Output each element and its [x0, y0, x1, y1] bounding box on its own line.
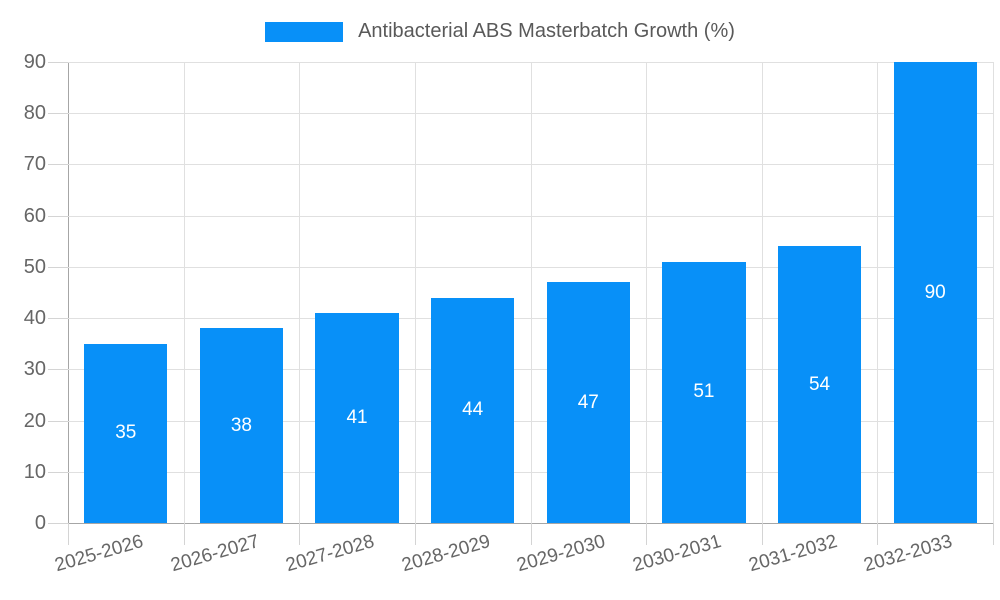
v-gridline: [299, 62, 301, 523]
bar-2031-2032[interactable]: 54: [777, 246, 862, 523]
y-tick-mark: [48, 215, 68, 217]
bar-value-label: 41: [346, 407, 368, 428]
x-tick-mark: [761, 523, 763, 545]
bar-2032-2033[interactable]: 90: [893, 62, 977, 523]
legend: Antibacterial ABS Masterbatch Growth (%): [0, 20, 1000, 43]
x-tick-label-2031-2032: 2031-2032: [746, 531, 840, 577]
y-axis-line: [68, 62, 69, 523]
v-gridline: [993, 62, 994, 523]
v-gridline: [761, 62, 763, 523]
x-tick-mark: [68, 523, 69, 545]
x-tick-mark: [877, 523, 879, 545]
y-tick-label: 90: [23, 51, 46, 73]
plot-area: 35 38 41 44 47 51 54 90: [68, 62, 994, 523]
x-tick-mark: [414, 523, 416, 545]
y-tick-mark: [48, 266, 68, 268]
y-tick-label: 80: [23, 102, 46, 125]
y-tick-label: 10: [23, 460, 46, 483]
x-tick-label-2029-2030: 2029-2030: [514, 531, 609, 577]
bar-value-label: 35: [115, 422, 137, 444]
bar-value-label: 54: [808, 373, 831, 395]
v-gridline: [530, 62, 532, 523]
x-tick-label-2027-2028: 2027-2028: [283, 531, 377, 577]
y-tick-mark: [48, 113, 68, 115]
legend-swatch-icon: [265, 21, 344, 42]
y-tick-label: 40: [23, 307, 46, 330]
y-tick-mark: [48, 62, 68, 63]
y-tick-mark: [48, 164, 68, 166]
y-tick-label: 60: [23, 204, 46, 227]
x-tick-label-2025-2026: 2025-2026: [52, 531, 146, 577]
bar-2028-2029[interactable]: 44: [431, 297, 515, 523]
bar-value-label: 51: [693, 381, 715, 403]
y-tick-label: 20: [23, 409, 46, 432]
y-tick-label: 70: [23, 153, 46, 176]
v-gridline: [646, 62, 648, 523]
y-tick-label: 50: [23, 255, 46, 278]
bar-2029-2030[interactable]: 47: [546, 282, 630, 523]
x-tick-mark: [183, 523, 185, 545]
y-tick-label: 0: [34, 512, 46, 534]
bar-2030-2031[interactable]: 51: [662, 261, 746, 523]
y-tick-mark: [48, 523, 68, 524]
x-tick-label-2030-2031: 2030-2031: [630, 531, 724, 577]
bar-2027-2028[interactable]: 41: [315, 313, 399, 523]
x-tick-label-2028-2029: 2028-2029: [399, 531, 493, 577]
v-gridline: [877, 62, 879, 523]
legend-label: Antibacterial ABS Masterbatch Growth (%): [358, 20, 735, 42]
x-tick-mark: [993, 523, 994, 545]
y-tick-mark: [48, 420, 68, 422]
bar-value-label: 38: [230, 414, 252, 436]
y-tick-label: 30: [23, 358, 46, 381]
y-tick-mark: [48, 471, 68, 473]
y-tick-mark: [48, 318, 68, 320]
x-tick-label-2026-2027: 2026-2027: [168, 531, 262, 577]
x-tick-label-2032-2033: 2032-2033: [861, 531, 955, 577]
v-gridline: [183, 62, 185, 523]
bar-value-label: 47: [577, 391, 599, 413]
bar-value-label: 44: [462, 399, 484, 421]
legend-item[interactable]: Antibacterial ABS Masterbatch Growth (%): [265, 20, 735, 43]
v-gridline: [414, 62, 416, 523]
x-tick-mark: [530, 523, 532, 545]
bar-2025-2026[interactable]: 35: [84, 343, 168, 523]
x-tick-mark: [299, 523, 301, 545]
x-tick-mark: [646, 523, 648, 545]
bar-value-label: 90: [924, 281, 946, 303]
y-tick-mark: [48, 369, 68, 371]
bar-2026-2027[interactable]: 38: [199, 328, 284, 523]
